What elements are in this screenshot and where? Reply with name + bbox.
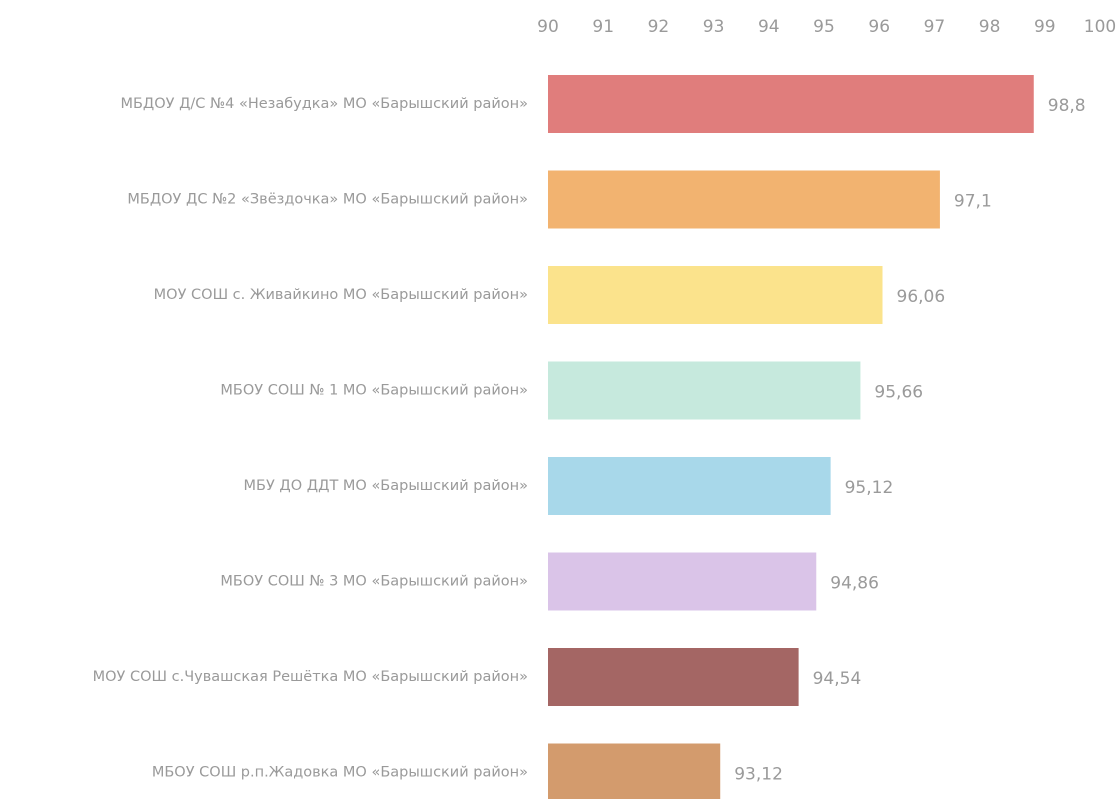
bar (548, 648, 799, 706)
value-label: 94,86 (830, 574, 879, 594)
bar (548, 266, 883, 324)
value-label: 98,8 (1048, 96, 1086, 116)
category-label: МБДОУ ДС №2 «Звёздочка» МО «Барышский ра… (127, 192, 528, 208)
category-label: МБУ ДО ДДТ МО «Барышский район» (244, 478, 528, 494)
x-tick-label: 93 (703, 17, 725, 37)
bar (548, 361, 861, 420)
bar (548, 552, 817, 611)
value-label: 97,1 (954, 192, 992, 212)
value-label: 93,12 (734, 765, 783, 785)
x-tick-label: 98 (979, 17, 1001, 37)
x-tick-label: 91 (592, 17, 614, 37)
category-label: МБОУ СОШ № 3 МО «Барышский район» (220, 574, 528, 590)
x-tick-label: 90 (537, 17, 559, 37)
x-tick-label: 96 (868, 17, 890, 37)
category-label: МБДОУ Д/С №4 «Незабудка» МО «Барышский р… (120, 96, 528, 112)
x-tick-label: 100 (1084, 17, 1116, 37)
value-label: 94,54 (813, 669, 862, 689)
bar (548, 457, 831, 515)
x-tick-label: 97 (924, 17, 946, 37)
value-label: 95,66 (874, 383, 923, 403)
bar (548, 743, 721, 799)
value-label: 95,12 (845, 478, 894, 498)
x-tick-label: 94 (758, 17, 780, 37)
bar (548, 75, 1034, 133)
category-label: МБОУ СОШ № 1 МО «Барышский район» (220, 383, 528, 399)
value-label: 96,06 (897, 287, 946, 307)
x-tick-label: 95 (813, 17, 835, 37)
category-label: МОУ СОШ с.Чувашская Решётка МО «Барышски… (93, 669, 528, 685)
x-tick-label: 99 (1034, 17, 1056, 37)
category-label: МОУ СОШ с. Живайкино МО «Барышский район… (154, 287, 528, 303)
x-tick-label: 92 (648, 17, 670, 37)
category-label: МБОУ СОШ р.п.Жадовка МО «Барышский район… (152, 765, 528, 781)
bar (548, 170, 940, 229)
